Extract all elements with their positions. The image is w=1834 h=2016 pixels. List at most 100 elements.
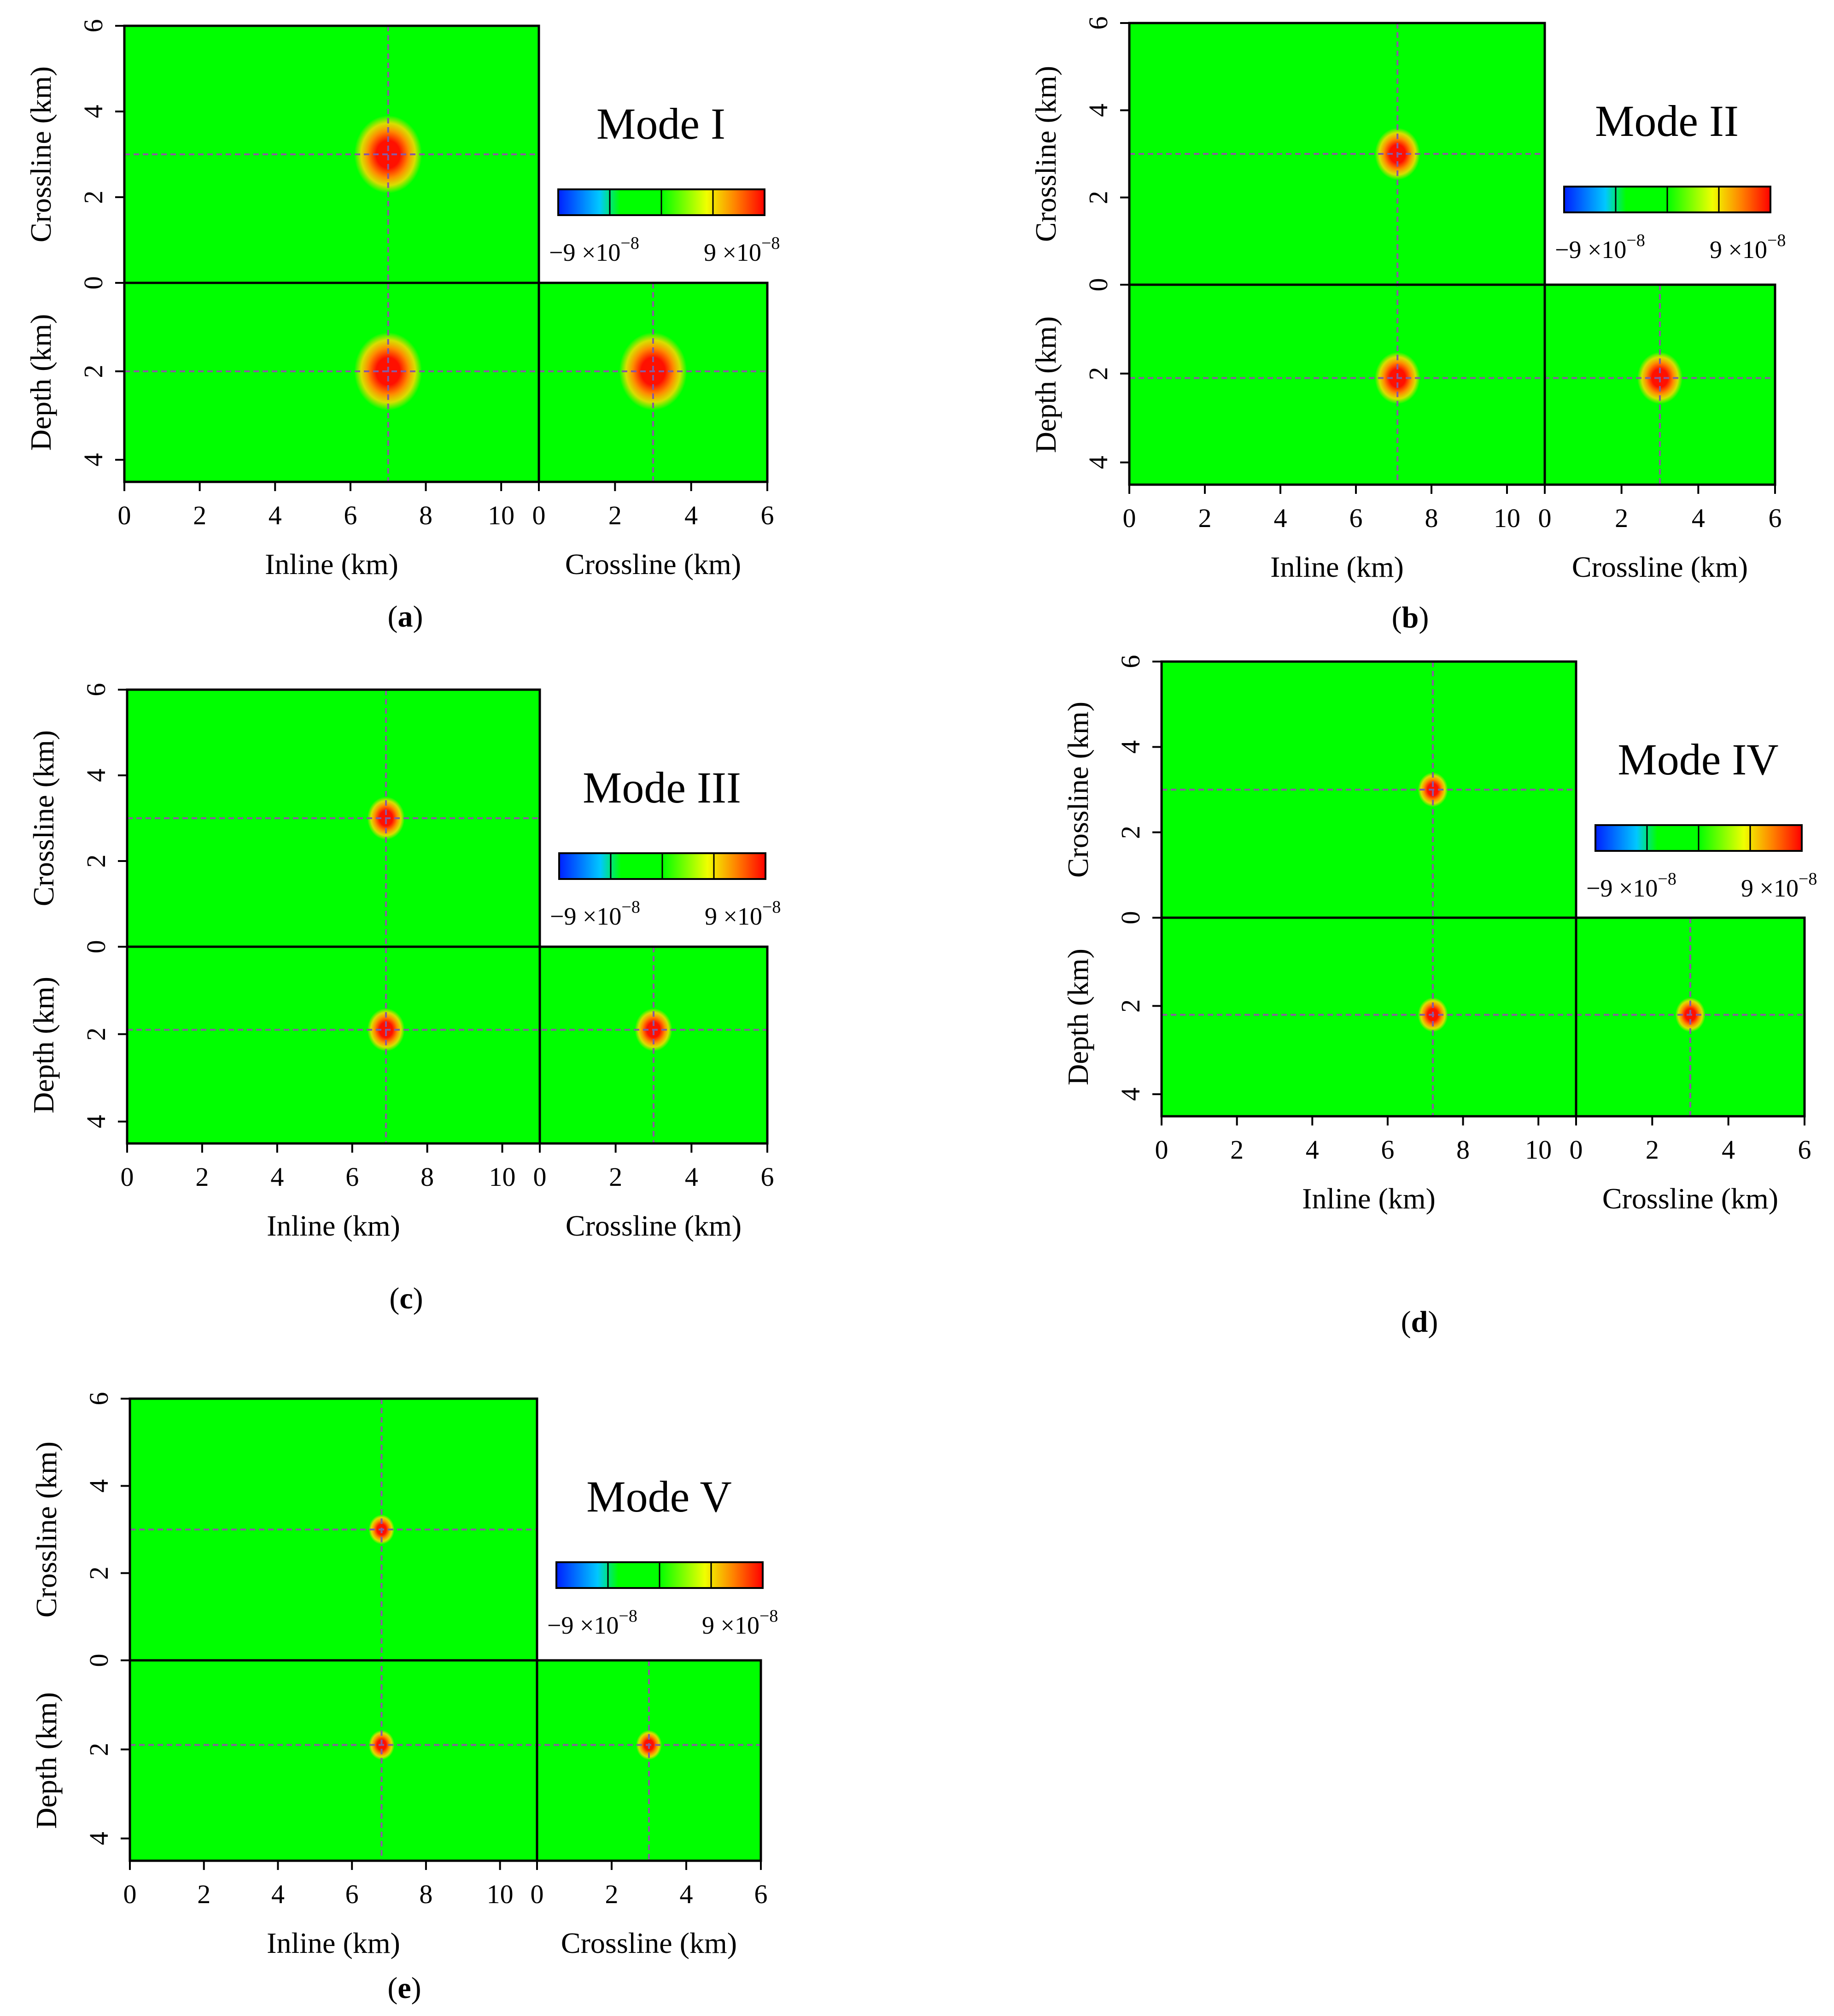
mode-label: Mode II [1595,96,1739,146]
inline-axis-label: Inline (km) [267,1927,400,1959]
panel-label: (c) [389,1282,423,1315]
panel-d: 0 2 4 6 8 10 0 2 4 6 0 2 4 6 2 4 Inline (km) Crossline (k… [1062,655,1817,1339]
depth-axis-label: Depth (km) [1062,949,1094,1085]
inline-depth-field [127,947,540,1143]
inline-tick-label: 2 [195,1162,209,1192]
colorbar-min-label: −9 ×10−8 [547,1606,637,1639]
depth-tick-label: 4 [1083,456,1113,469]
inline-tick-label: 8 [419,500,432,530]
map-crossline-tick-label: 6 [81,683,111,697]
inline-tick-label: 4 [269,500,282,530]
inline-tick-label: 2 [1198,503,1212,533]
inline-tick-label: 2 [1230,1135,1244,1165]
panel-label-letter: e [397,1971,411,2005]
inline-tick-label: 4 [1306,1135,1319,1165]
crossline-depth-frame [537,281,769,483]
crossline-axis-label: Crossline (km) [565,548,741,580]
crossline-tick-label: 6 [1769,503,1782,533]
inline-axis-label: Inline (km) [265,548,398,580]
map-crossline-axis-label: Crossline (km) [30,1442,63,1617]
crossline-tick-label: 0 [533,1162,547,1192]
crossline-tick-label: 2 [605,1879,619,1909]
crossline-axis-label: Crossline (km) [1602,1182,1778,1215]
panel-label: (d) [1401,1305,1438,1339]
depth-tick-label: 2 [1116,999,1145,1013]
crossline-tick-label: 6 [761,500,774,530]
panel-b: 0 2 4 6 8 10 0 2 4 6 0 2 4 6 2 4 Inline (km) Crossline (k… [1029,17,1786,635]
map-crossline-tick-label: 2 [1116,826,1145,839]
colorbar-max-exponent: −8 [762,897,781,917]
depth-tick-label: 4 [81,1115,111,1128]
inline-tick-label: 8 [1456,1135,1470,1165]
colorbar-max-exponent: −8 [759,1606,778,1626]
map-crossline-tick-label: 4 [81,769,111,782]
crossline-tick-label: 2 [608,500,622,530]
crossline-tick-label: 4 [1692,503,1705,533]
panel-label-letter: d [1411,1305,1428,1339]
inline-tick-label: 10 [1494,503,1520,533]
inline-tick-label: 2 [197,1879,210,1909]
depth-tick-label: 2 [81,1027,111,1041]
inline-depth-field [124,283,539,482]
crossline-tick-label: 0 [531,1879,544,1909]
map-crossline-tick-label: 4 [78,105,108,118]
colorbar-min-exponent: −8 [620,234,639,253]
event-spot-map-core [379,143,398,165]
crossline-tick-label: 2 [609,1162,622,1192]
map-crossline-tick-label: 0 [1083,278,1113,292]
panel-label-close: ) [413,600,423,633]
map-crossline-tick-label: 6 [1116,655,1145,668]
panel-c: 0 2 4 6 8 10 0 2 4 6 0 2 4 6 2 4 Inline (km) Crossline (k… [27,683,781,1316]
depth-axis-label: Depth (km) [30,1692,63,1829]
map-crossline-tick-label: 0 [78,276,108,290]
panel-label-close: ) [413,1282,423,1315]
crossline-tick-label: 6 [754,1879,768,1909]
colorbar-min-exponent: −8 [1658,869,1676,889]
mode-label: Mode III [583,763,741,812]
inline-tick-label: 10 [487,1879,514,1909]
colorbar-max-exponent: −8 [1799,869,1817,889]
colorbar-max-exponent: −8 [1767,231,1786,250]
crossline-tick-label: 2 [1646,1135,1659,1165]
map-crossline-tick-label: 4 [1083,104,1113,117]
inline-tick-label: 0 [123,1879,137,1909]
colorbar-min-exponent: −8 [619,1606,637,1626]
map-crossline-axis-label: Crossline (km) [1062,702,1094,878]
crossline-tick-label: 0 [532,500,546,530]
colorbar-min-label: −9 ×10−8 [549,234,639,266]
crossline-tick-label: 4 [1722,1135,1735,1165]
panel-label-close: ) [1428,1305,1438,1339]
crossline-depth-frame [1575,916,1806,1118]
crossline-axis-label: Crossline (km) [1572,551,1748,583]
inline-tick-label: 2 [193,500,206,530]
map-crossline-tick-label: 2 [1083,191,1113,204]
inline-tick-label: 0 [121,1162,134,1192]
depth-tick-label: 2 [78,365,108,378]
inline-tick-label: 4 [271,1879,285,1909]
depth-axis-label: Depth (km) [1029,316,1062,453]
depth-tick-label: 4 [84,1832,114,1845]
inline-tick-label: 6 [345,1879,359,1909]
inline-axis-label: Inline (km) [1270,551,1404,583]
inline-tick-label: 8 [421,1162,434,1192]
inline-tick-label: 0 [118,500,131,530]
crossline-depth-frame [536,1659,762,1862]
map-crossline-tick-label: 0 [1116,911,1145,925]
panel-label-close: ) [411,1971,421,2005]
inline-depth-field [1162,918,1576,1116]
depth-axis-label: Depth (km) [24,314,57,451]
inline-tick-label: 6 [345,1162,359,1192]
inline-tick-label: 10 [489,1162,516,1192]
map-crossline-axis-label: Crossline (km) [24,66,57,242]
depth-tick-label: 2 [1083,367,1113,380]
crossline-tick-label: 0 [1570,1135,1583,1165]
map-crossline-tick-label: 0 [81,940,111,954]
map-crossline-tick-label: 2 [84,1566,114,1580]
colorbar-min-label: −9 ×10−8 [1555,231,1645,264]
map-crossline-tick-label: 2 [81,855,111,868]
inline-tick-label: 10 [488,500,514,530]
inline-tick-label: 10 [1525,1135,1552,1165]
map-crossline-tick-label: 4 [1116,740,1145,754]
map-crossline-axis-label: Crossline (km) [1029,66,1062,242]
